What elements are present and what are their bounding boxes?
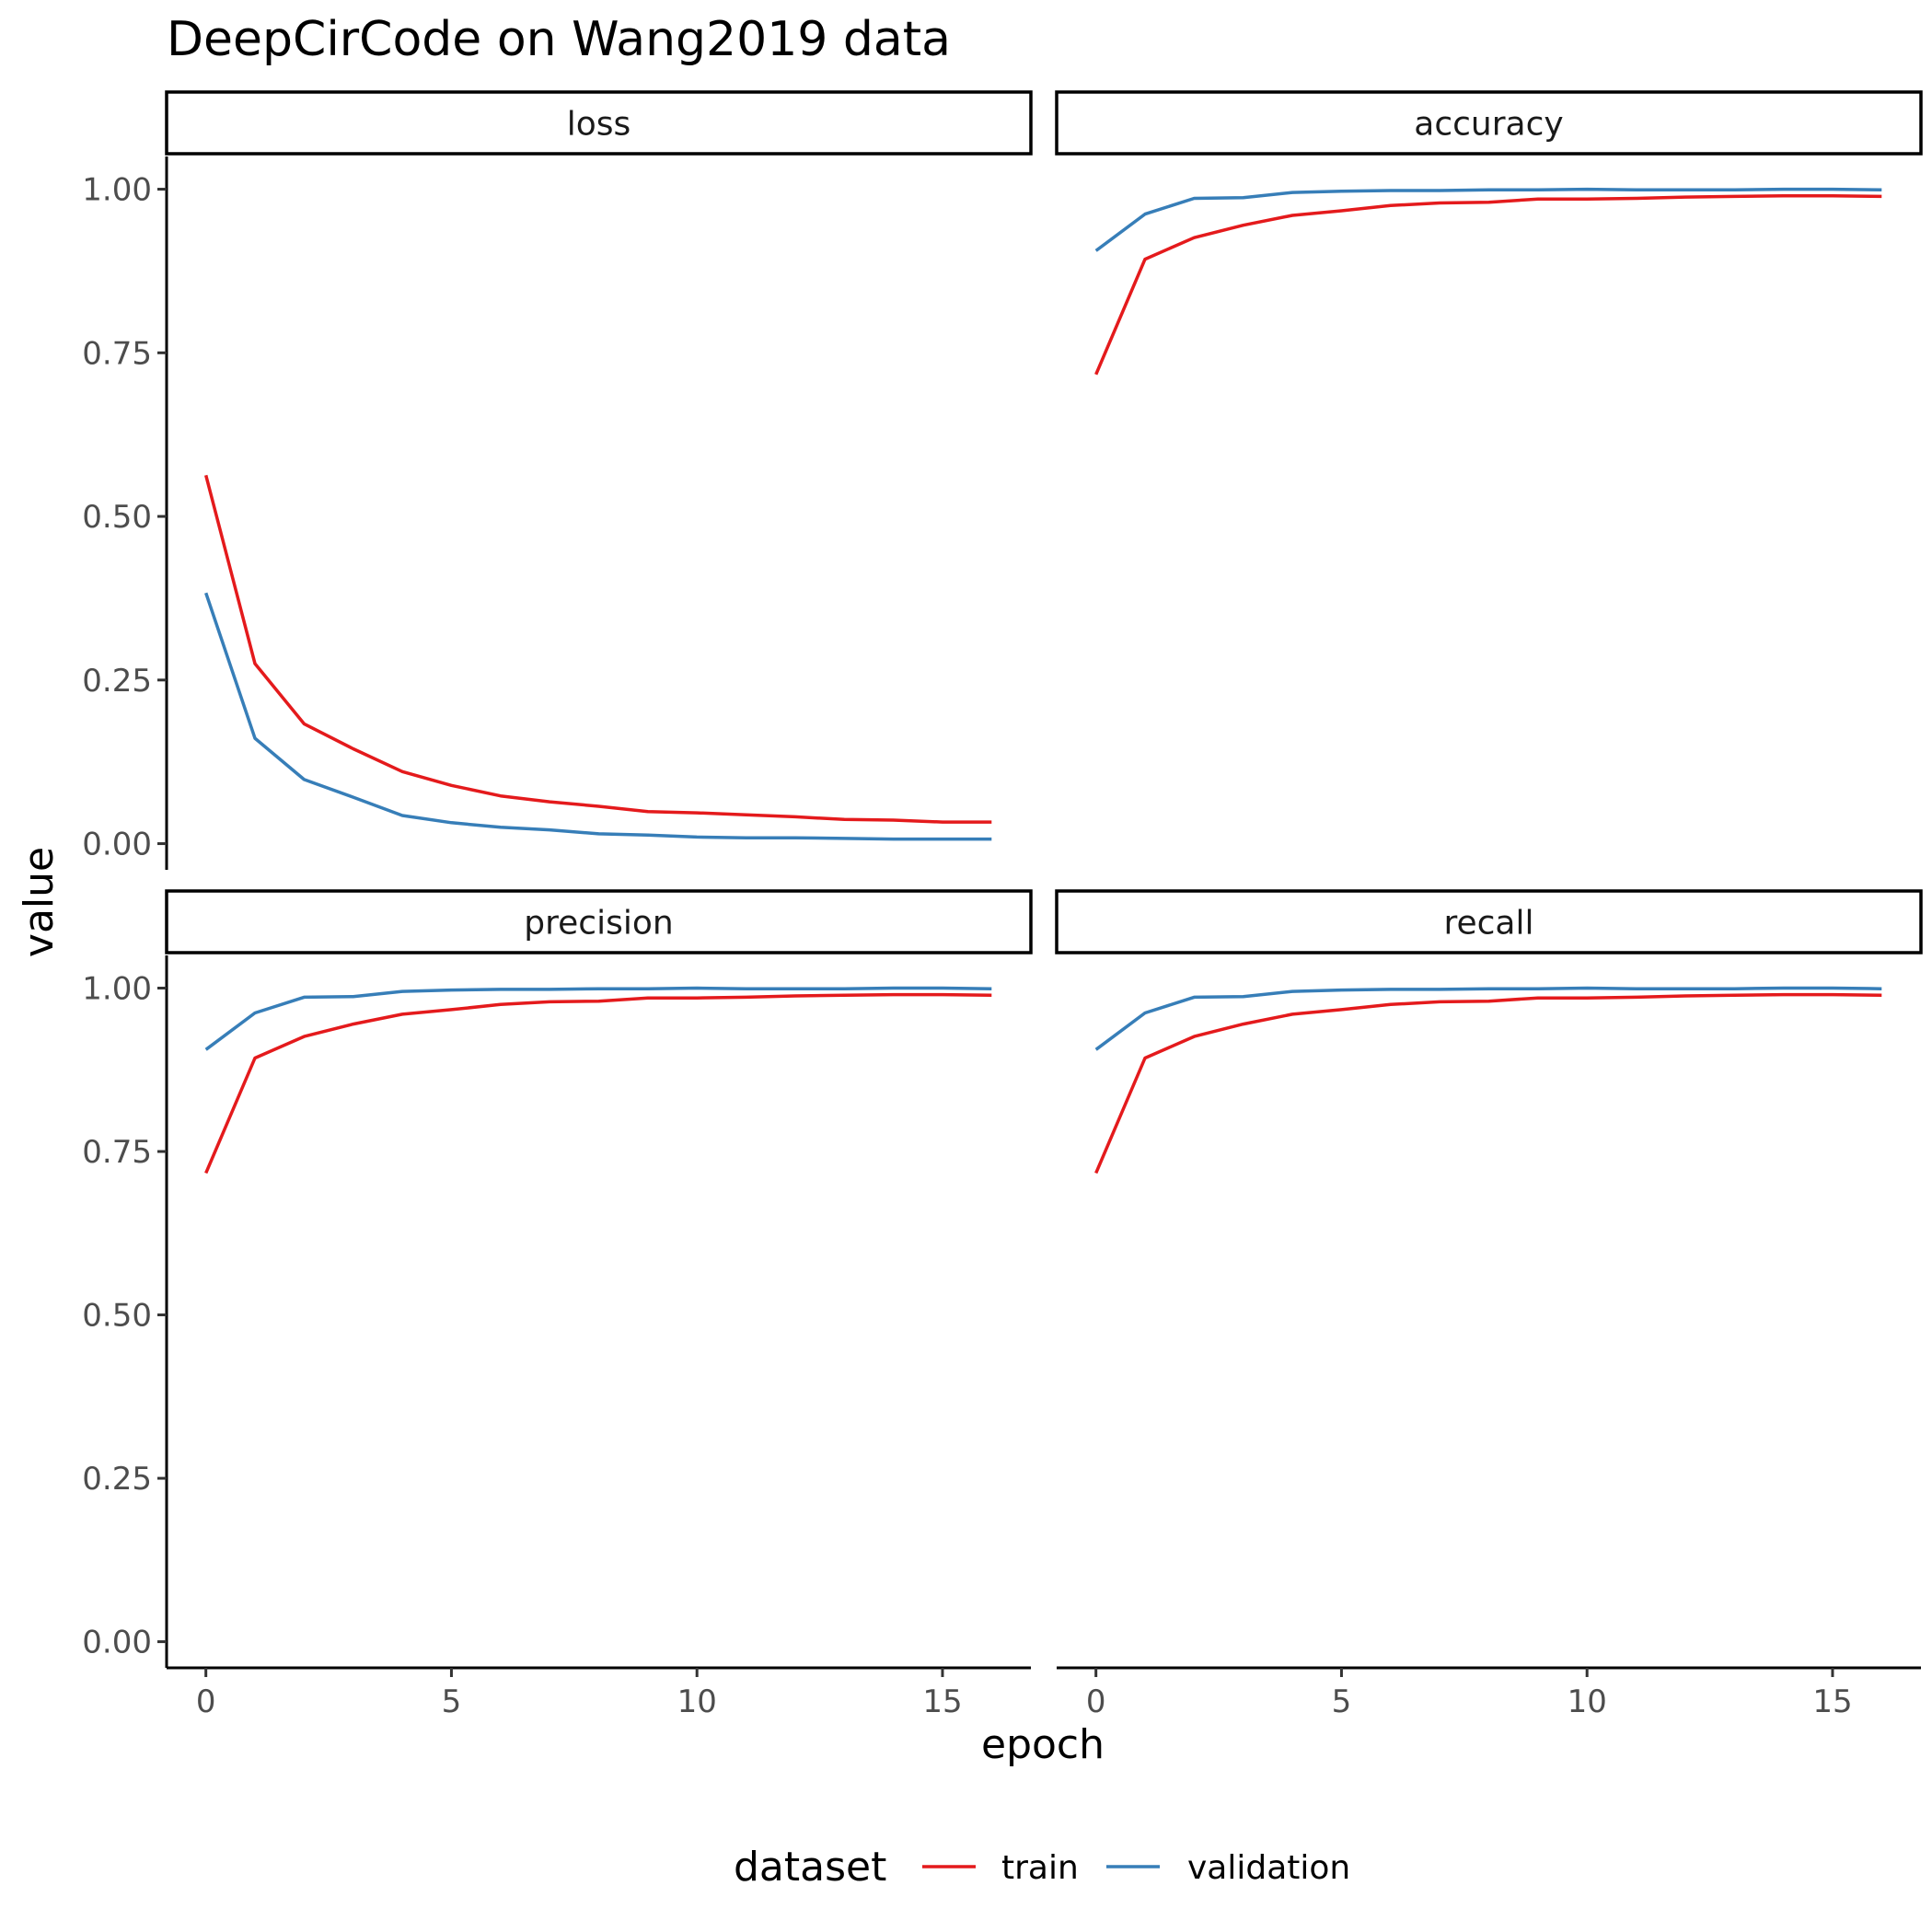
y-tick-label: 0.00 (82, 827, 152, 863)
facet-precision: precision 0.00 0.25 0.50 0.75 1.00 0 5 10 15 (82, 889, 1033, 1720)
y-tick-label: 1.00 (82, 172, 152, 209)
x-tick-label: 10 (1568, 1683, 1607, 1720)
series-line-validation (1094, 986, 1882, 1051)
series-line-train (204, 992, 992, 1174)
series-line-validation (204, 986, 992, 1051)
legend-entry-train: train (922, 1849, 1079, 1887)
facet-strip-label: precision (524, 905, 673, 943)
series-line-validation (1094, 187, 1882, 252)
facet-accuracy: accuracy (1055, 90, 1923, 376)
y-tick-label: 0.50 (82, 499, 152, 536)
facet-strip-label: loss (567, 106, 631, 144)
facet-strip (1055, 90, 1923, 156)
x-tick-label: 15 (922, 1683, 962, 1720)
x-tick-label: 5 (442, 1683, 462, 1720)
x-tick-label: 0 (1086, 1683, 1106, 1720)
legend-title: dataset (734, 1844, 886, 1891)
y-tick-label: 0.25 (82, 663, 152, 700)
facet-strip (165, 889, 1033, 954)
series-line-train (1094, 193, 1882, 376)
facet-strip (1055, 889, 1923, 954)
facet-strip (165, 90, 1033, 156)
legend-entry-validation: validation (1106, 1849, 1350, 1887)
series-line-train (204, 474, 992, 824)
y-tick-label: 0.75 (82, 335, 152, 372)
y-axis-title: value (16, 847, 63, 957)
y-tick-label: 1.00 (82, 971, 152, 1008)
y-tick-label: 0.00 (82, 1625, 152, 1661)
y-tick-label: 0.75 (82, 1134, 152, 1171)
facet-recall: recall 0 5 10 15 (1055, 889, 1923, 1720)
facet-loss: loss 0.00 0.25 0.50 0.75 1.00 (82, 90, 1033, 870)
facet-panels: loss 0.00 0.25 0.50 0.75 1.00 accuracy precisio… (82, 90, 1923, 1720)
x-tick-label: 15 (1812, 1683, 1852, 1720)
x-tick-label: 10 (677, 1683, 717, 1720)
y-tick-label: 0.50 (82, 1298, 152, 1335)
legend-label: train (1001, 1849, 1079, 1887)
legend-label: validation (1187, 1849, 1350, 1887)
legend: dataset train validation (734, 1844, 1350, 1891)
x-axis-title: epoch (981, 1721, 1105, 1768)
y-tick-label: 0.25 (82, 1461, 152, 1498)
facet-strip-label: accuracy (1414, 106, 1563, 144)
series-line-train (1094, 992, 1882, 1174)
facet-strip-label: recall (1443, 905, 1533, 943)
x-tick-label: 5 (1332, 1683, 1352, 1720)
x-tick-label: 0 (196, 1683, 216, 1720)
chart-title: DeepCirCode on Wang2019 data (167, 12, 951, 67)
series-line-validation (204, 592, 992, 841)
